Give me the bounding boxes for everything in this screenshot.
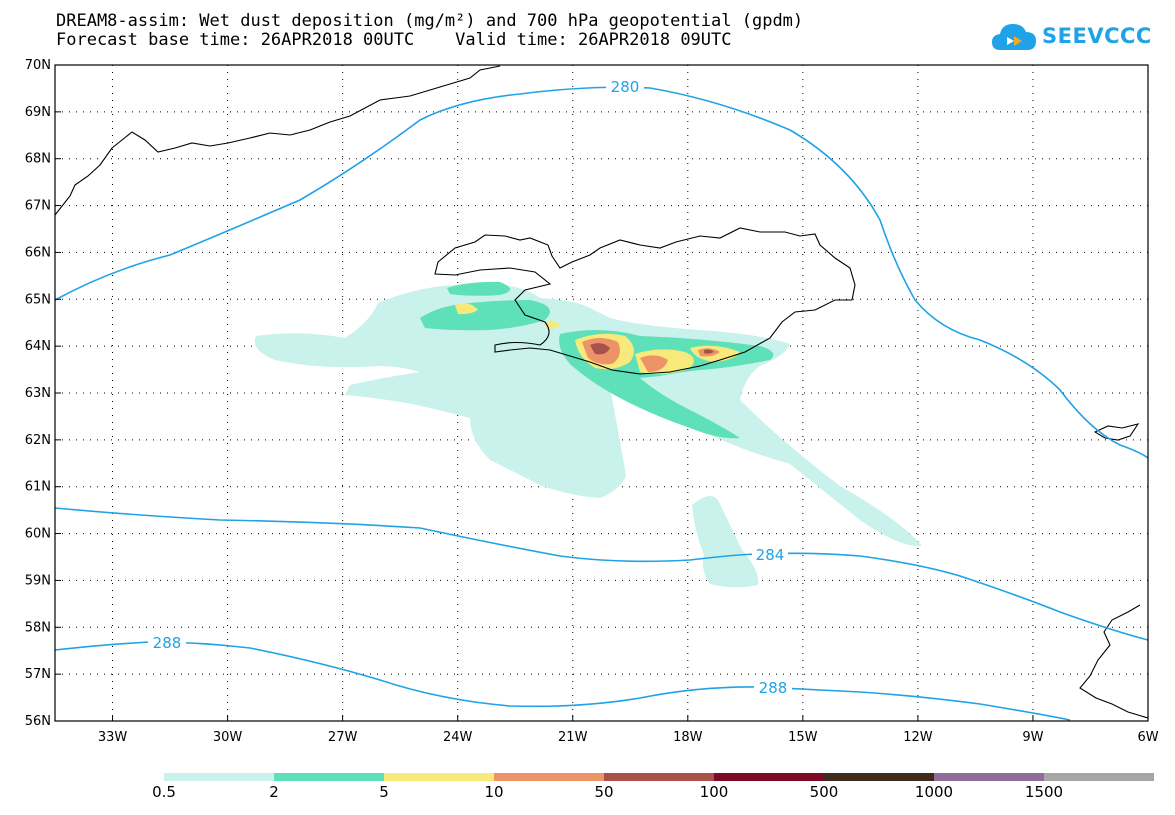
legend-label: 5 bbox=[379, 783, 389, 801]
legend-swatch bbox=[384, 773, 494, 781]
lat-label: 66N bbox=[25, 245, 51, 260]
lat-label: 61N bbox=[25, 480, 51, 495]
coastlines bbox=[54, 65, 1149, 719]
geopotential-contours bbox=[54, 86, 1149, 721]
lon-label: 9W bbox=[1022, 730, 1043, 745]
map-subtitle: Forecast base time: 26APR2018 00UTC Vali… bbox=[56, 30, 732, 50]
lat-label: 58N bbox=[25, 620, 51, 635]
lon-label: 18W bbox=[673, 730, 703, 745]
lat-label: 70N bbox=[25, 58, 51, 73]
dust-area-0.5 bbox=[692, 496, 759, 588]
seevccc-logo: SEEVCCC bbox=[990, 18, 1151, 58]
lon-label: 27W bbox=[328, 730, 358, 745]
contour-284 bbox=[54, 507, 1149, 641]
cloud-icon bbox=[992, 24, 1036, 50]
legend-label: 500 bbox=[809, 783, 839, 801]
lon-label: 12W bbox=[903, 730, 933, 745]
logo-text: SEEVCCC bbox=[1042, 24, 1152, 48]
contour-280 bbox=[54, 86, 1149, 459]
lat-label: 60N bbox=[25, 527, 51, 542]
dust-area-50 bbox=[704, 349, 714, 354]
legend-label: 100 bbox=[699, 783, 729, 801]
dust-area-5 bbox=[545, 320, 560, 329]
legend-swatch bbox=[934, 773, 1044, 781]
lon-label: 21W bbox=[558, 730, 588, 745]
lat-label: 63N bbox=[25, 386, 51, 401]
dust-area-2 bbox=[420, 300, 550, 331]
dust-area-2 bbox=[447, 281, 510, 296]
contour-288 bbox=[54, 641, 1071, 721]
lat-label: 67N bbox=[25, 199, 51, 214]
legend-swatch bbox=[274, 773, 384, 781]
iceland-coastline bbox=[434, 227, 856, 375]
lon-label: 6W bbox=[1137, 730, 1158, 745]
lat-label: 65N bbox=[25, 292, 51, 307]
legend-label: 1000 bbox=[914, 783, 954, 801]
scotland-coastline bbox=[1079, 604, 1149, 719]
contour-label: 280 bbox=[611, 78, 640, 96]
greenland-coastline bbox=[54, 65, 501, 216]
contour-label: 288 bbox=[153, 634, 182, 652]
legend-label: 1500 bbox=[1024, 783, 1064, 801]
legend-swatch bbox=[1044, 773, 1154, 781]
lat-label: 59N bbox=[25, 573, 51, 588]
contour-label: 288 bbox=[759, 679, 788, 697]
axis-labels: 70N 69N 68N 67N 66N 65N 64N 63N 62N 61N 60N 59N 58N 5… bbox=[25, 58, 1159, 745]
contour-labels: 280 284 288 288 bbox=[148, 78, 792, 697]
dust-deposition-field bbox=[254, 281, 922, 588]
lon-label: 33W bbox=[98, 730, 128, 745]
lat-label: 64N bbox=[25, 339, 51, 354]
legend-label: 2 bbox=[269, 783, 279, 801]
contour-label: 284 bbox=[756, 546, 785, 564]
dust-area-10 bbox=[640, 355, 668, 372]
lat-label: 69N bbox=[25, 105, 51, 120]
lat-label: 57N bbox=[25, 667, 51, 682]
legend-swatch bbox=[604, 773, 714, 781]
lat-label: 68N bbox=[25, 152, 51, 167]
legend-label: 10 bbox=[484, 783, 504, 801]
legend-swatch bbox=[824, 773, 934, 781]
legend-swatch bbox=[494, 773, 604, 781]
lon-label: 24W bbox=[443, 730, 473, 745]
dust-area-5 bbox=[455, 303, 478, 315]
lat-label: 56N bbox=[25, 714, 51, 729]
legend-swatch bbox=[164, 773, 274, 781]
map-title: DREAM8-assim: Wet dust deposition (mg/m²… bbox=[56, 11, 804, 31]
legend-swatch bbox=[714, 773, 824, 781]
dust-area-0.5 bbox=[520, 360, 624, 480]
dust-area-50 bbox=[590, 343, 610, 355]
lon-label: 15W bbox=[788, 730, 818, 745]
lon-label: 30W bbox=[213, 730, 243, 745]
lat-label: 62N bbox=[25, 433, 51, 448]
legend-label: 0.5 bbox=[152, 783, 176, 801]
legend-label: 50 bbox=[594, 783, 614, 801]
